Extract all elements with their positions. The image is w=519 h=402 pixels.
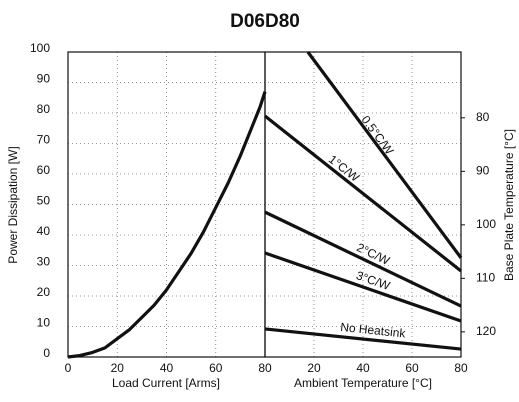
y-tick-label: 40 xyxy=(37,224,51,238)
y2-tick-label: 80 xyxy=(476,110,490,124)
line xyxy=(264,210,462,308)
y2-tick-label: 120 xyxy=(476,324,496,338)
y-tick-label: 20 xyxy=(37,285,51,299)
y-tick-label: 70 xyxy=(37,133,51,147)
x-tick-label: 40 xyxy=(160,361,174,375)
line xyxy=(67,91,267,359)
x-tick-label: 80 xyxy=(454,361,468,375)
y-tick-label: 50 xyxy=(37,194,51,208)
y-tick-label: 80 xyxy=(37,102,51,116)
series-label: 0.5°C/W xyxy=(358,113,396,158)
plot-frame xyxy=(264,51,462,358)
line xyxy=(264,251,462,323)
y-tick-label: 60 xyxy=(37,163,51,177)
x-tick-label: 40 xyxy=(356,361,370,375)
x-axis-label: Ambient Temperature [°C] xyxy=(294,376,432,390)
y2-axis-label: Base Plate Temperature [°C] xyxy=(502,129,516,281)
x-tick-label: 20 xyxy=(307,361,321,375)
chart-title: D06D80 xyxy=(230,11,300,32)
x-axis-label: Load Current [Arms] xyxy=(112,376,220,390)
line xyxy=(264,114,462,273)
y-tick-label: 90 xyxy=(37,72,51,86)
y-tick-label: 100 xyxy=(30,41,50,55)
y-tick-label: 10 xyxy=(37,316,51,330)
y2-tick-label: 90 xyxy=(476,163,490,177)
y-axis-label: Power Dissipation [W] xyxy=(6,146,20,263)
line xyxy=(306,51,463,259)
series-label: No Heatsink xyxy=(340,320,407,341)
x-tick-label: 80 xyxy=(258,361,272,375)
x-tick-label: 60 xyxy=(209,361,223,375)
y-tick-label: 30 xyxy=(37,255,51,269)
x-tick-label: 0 xyxy=(65,361,72,375)
line xyxy=(264,327,462,351)
y-tick-label: 0 xyxy=(43,346,50,360)
y2-tick-label: 110 xyxy=(476,271,495,285)
y2-tick-label: 100 xyxy=(476,217,496,231)
x-tick-label: 60 xyxy=(405,361,419,375)
x-tick-label: 20 xyxy=(111,361,125,375)
